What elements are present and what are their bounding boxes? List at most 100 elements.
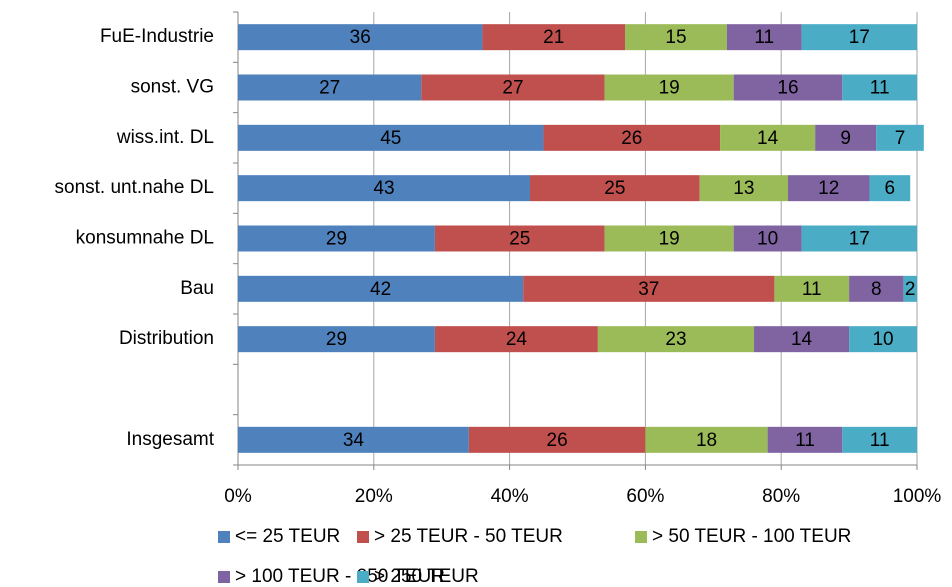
- data-label: 11: [870, 430, 890, 451]
- bar-segment: [720, 124, 816, 151]
- legend-label: > 250 TEUR: [374, 566, 479, 587]
- bar-segment: [421, 74, 605, 101]
- x-tick-label: 40%: [491, 486, 529, 507]
- x-tick-label: 100%: [893, 486, 942, 507]
- data-label: 11: [754, 27, 774, 48]
- data-label: 23: [665, 329, 686, 350]
- bar-segment: [699, 175, 788, 202]
- data-label: 10: [872, 329, 893, 350]
- bar-segment: [543, 124, 721, 151]
- data-label: 9: [840, 128, 851, 149]
- data-label: 7: [895, 128, 906, 149]
- data-label: 45: [380, 128, 401, 149]
- data-label: 29: [326, 229, 347, 250]
- bar-segment: [238, 426, 469, 453]
- data-label: 27: [502, 78, 523, 99]
- bar-segment: [238, 124, 544, 151]
- data-label: 14: [791, 329, 813, 350]
- y-tick-label: wiss.int. DL: [116, 127, 214, 148]
- data-label: 27: [319, 78, 340, 99]
- data-label: 8: [871, 279, 882, 300]
- x-tick-label: 0%: [224, 486, 252, 507]
- bar-segment: [733, 225, 802, 252]
- bar-segment: [238, 275, 524, 302]
- data-label: 11: [870, 78, 890, 99]
- bar-segment: [529, 175, 700, 202]
- bar-segment: [842, 426, 917, 453]
- x-tick-label: 60%: [626, 486, 664, 507]
- bar-segment: [767, 426, 843, 453]
- bar-segment: [842, 74, 917, 101]
- legend-label: > 50 TEUR - 100 TEUR: [652, 526, 851, 547]
- bar-segment: [604, 74, 734, 101]
- legend-swatch: [218, 531, 230, 543]
- legend-label: <= 25 TEUR: [235, 526, 340, 547]
- bar-segment: [238, 175, 530, 202]
- data-label: 37: [638, 279, 659, 300]
- bar-segment: [238, 24, 483, 51]
- bar-segment: [238, 326, 435, 353]
- data-label: 42: [370, 279, 391, 300]
- bar-segment: [238, 74, 422, 101]
- data-label: 36: [350, 27, 371, 48]
- legend-swatch: [218, 571, 230, 583]
- data-label: 16: [777, 78, 798, 99]
- legend-swatch: [357, 531, 369, 543]
- bar-segment: [434, 326, 598, 353]
- bar-segment: [815, 124, 877, 151]
- data-label: 14: [757, 128, 779, 149]
- data-label: 19: [659, 78, 680, 99]
- data-label: 25: [509, 229, 530, 250]
- bar-segment: [733, 74, 843, 101]
- y-tick-label: Bau: [180, 278, 214, 299]
- data-label: 6: [885, 178, 896, 199]
- legend-label: > 25 TEUR - 50 TEUR: [374, 526, 563, 547]
- data-label: 2: [905, 279, 916, 300]
- bar-segment: [625, 24, 727, 51]
- y-tick-label: Distribution: [119, 328, 214, 349]
- bar-segment: [774, 275, 850, 302]
- bar-segment: [434, 225, 605, 252]
- legend-swatch: [635, 531, 647, 543]
- data-label: 25: [604, 178, 625, 199]
- bar-segment: [597, 326, 755, 353]
- bar-segment: [849, 275, 904, 302]
- bar-segment: [726, 24, 802, 51]
- data-label: 17: [849, 27, 870, 48]
- bar-segment: [801, 225, 917, 252]
- bar-segment: [869, 175, 911, 202]
- data-label: 26: [621, 128, 642, 149]
- x-tick-label: 20%: [355, 486, 393, 507]
- x-tick-label: 80%: [762, 486, 800, 507]
- bar-segment: [876, 124, 924, 151]
- bar-segment: [849, 326, 917, 353]
- bar-segment: [482, 24, 626, 51]
- data-label: 26: [547, 430, 568, 451]
- bar-segment: [523, 275, 775, 302]
- data-label: 13: [733, 178, 754, 199]
- data-label: 24: [506, 329, 528, 350]
- data-label: 11: [795, 430, 815, 451]
- data-label: 43: [373, 178, 394, 199]
- data-label: 10: [757, 229, 778, 250]
- y-tick-label: Insgesamt: [126, 429, 214, 450]
- bar-segment: [604, 225, 734, 252]
- bar-segment: [468, 426, 646, 453]
- legend-label: > 100 TEUR - 250 TEUR: [235, 566, 445, 587]
- data-label: 29: [326, 329, 347, 350]
- data-label: 12: [818, 178, 839, 199]
- y-tick-label: konsumnahe DL: [76, 228, 214, 249]
- data-label: 34: [343, 430, 365, 451]
- data-label: 19: [659, 229, 680, 250]
- data-label: 21: [543, 27, 564, 48]
- bar-segment: [645, 426, 768, 453]
- legend-swatch: [357, 571, 369, 583]
- bar-segment: [787, 175, 870, 202]
- bar-segment: [754, 326, 850, 353]
- data-label: 15: [665, 27, 686, 48]
- data-label: 17: [849, 229, 870, 250]
- data-label: 18: [696, 430, 717, 451]
- bar-segment: [903, 275, 917, 302]
- data-label: 11: [802, 279, 822, 300]
